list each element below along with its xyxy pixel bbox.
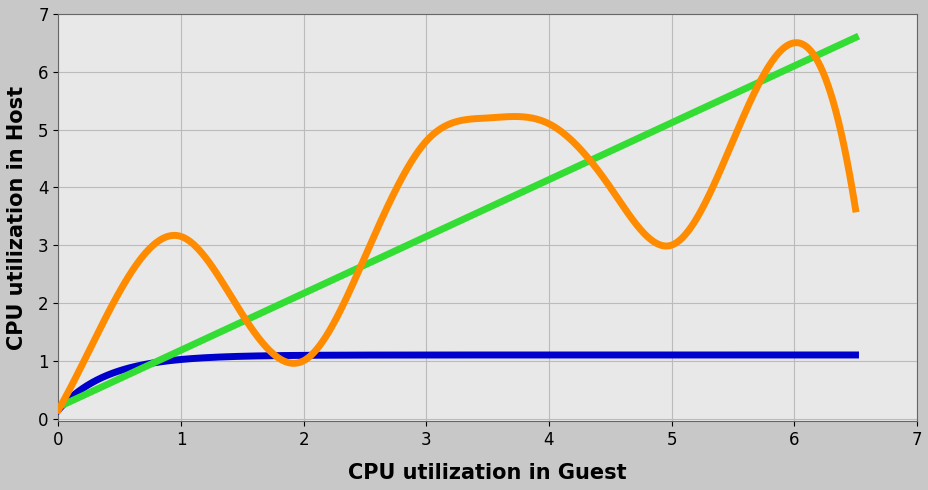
X-axis label: CPU utilization in Guest: CPU utilization in Guest	[348, 463, 626, 483]
Y-axis label: CPU utilization in Host: CPU utilization in Host	[6, 86, 27, 350]
